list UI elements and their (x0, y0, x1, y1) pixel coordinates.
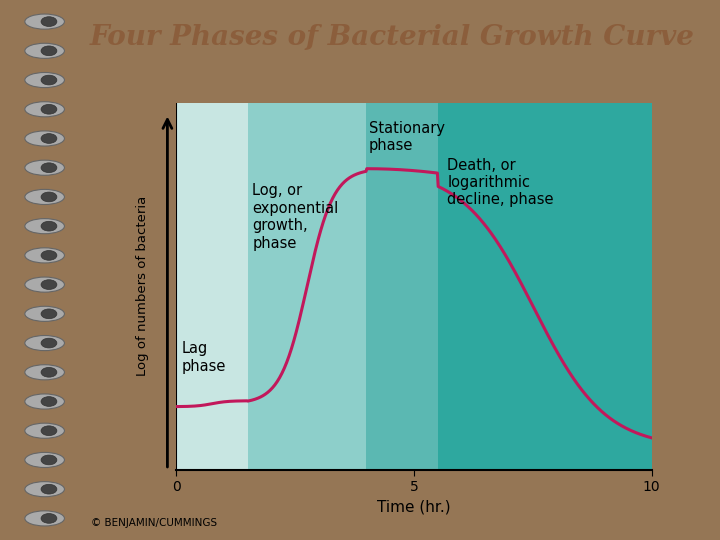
Ellipse shape (41, 338, 57, 348)
Text: Four Phases of Bacterial Growth Curve: Four Phases of Bacterial Growth Curve (90, 24, 695, 51)
Ellipse shape (24, 394, 65, 409)
Ellipse shape (41, 455, 57, 465)
Ellipse shape (24, 511, 65, 526)
Ellipse shape (41, 75, 57, 85)
Ellipse shape (41, 133, 57, 143)
Ellipse shape (41, 163, 57, 173)
Ellipse shape (24, 335, 65, 350)
Ellipse shape (41, 221, 57, 231)
Ellipse shape (24, 131, 65, 146)
Ellipse shape (24, 482, 65, 497)
Text: Death, or
logarithmic
decline, phase: Death, or logarithmic decline, phase (447, 158, 554, 207)
Ellipse shape (24, 160, 65, 176)
Ellipse shape (24, 364, 65, 380)
Ellipse shape (41, 309, 57, 319)
Ellipse shape (41, 17, 57, 26)
Ellipse shape (41, 397, 57, 407)
Bar (438, 103, 652, 470)
Ellipse shape (41, 46, 57, 56)
Ellipse shape (41, 426, 57, 436)
Ellipse shape (24, 423, 65, 438)
Ellipse shape (24, 43, 65, 58)
Ellipse shape (41, 251, 57, 260)
Ellipse shape (41, 104, 57, 114)
Ellipse shape (24, 453, 65, 468)
Bar (366, 103, 438, 470)
Ellipse shape (41, 367, 57, 377)
Text: Stationary
phase: Stationary phase (369, 121, 445, 153)
Ellipse shape (41, 484, 57, 494)
Bar (248, 103, 366, 470)
Text: Lag
phase: Lag phase (181, 341, 225, 374)
Ellipse shape (41, 280, 57, 289)
Ellipse shape (24, 14, 65, 29)
Text: © BENJAMIN/CUMMINGS: © BENJAMIN/CUMMINGS (91, 518, 217, 528)
Ellipse shape (24, 190, 65, 205)
Ellipse shape (24, 306, 65, 321)
Ellipse shape (24, 102, 65, 117)
Text: Log, or
exponential
growth,
phase: Log, or exponential growth, phase (253, 184, 338, 251)
X-axis label: Time (hr.): Time (hr.) (377, 500, 451, 515)
Text: Log of numbers of bacteria: Log of numbers of bacteria (135, 196, 149, 376)
Ellipse shape (24, 248, 65, 263)
Ellipse shape (24, 277, 65, 292)
Ellipse shape (41, 192, 57, 202)
Ellipse shape (24, 219, 65, 234)
Ellipse shape (24, 72, 65, 87)
Bar (176, 103, 248, 470)
Ellipse shape (41, 514, 57, 523)
